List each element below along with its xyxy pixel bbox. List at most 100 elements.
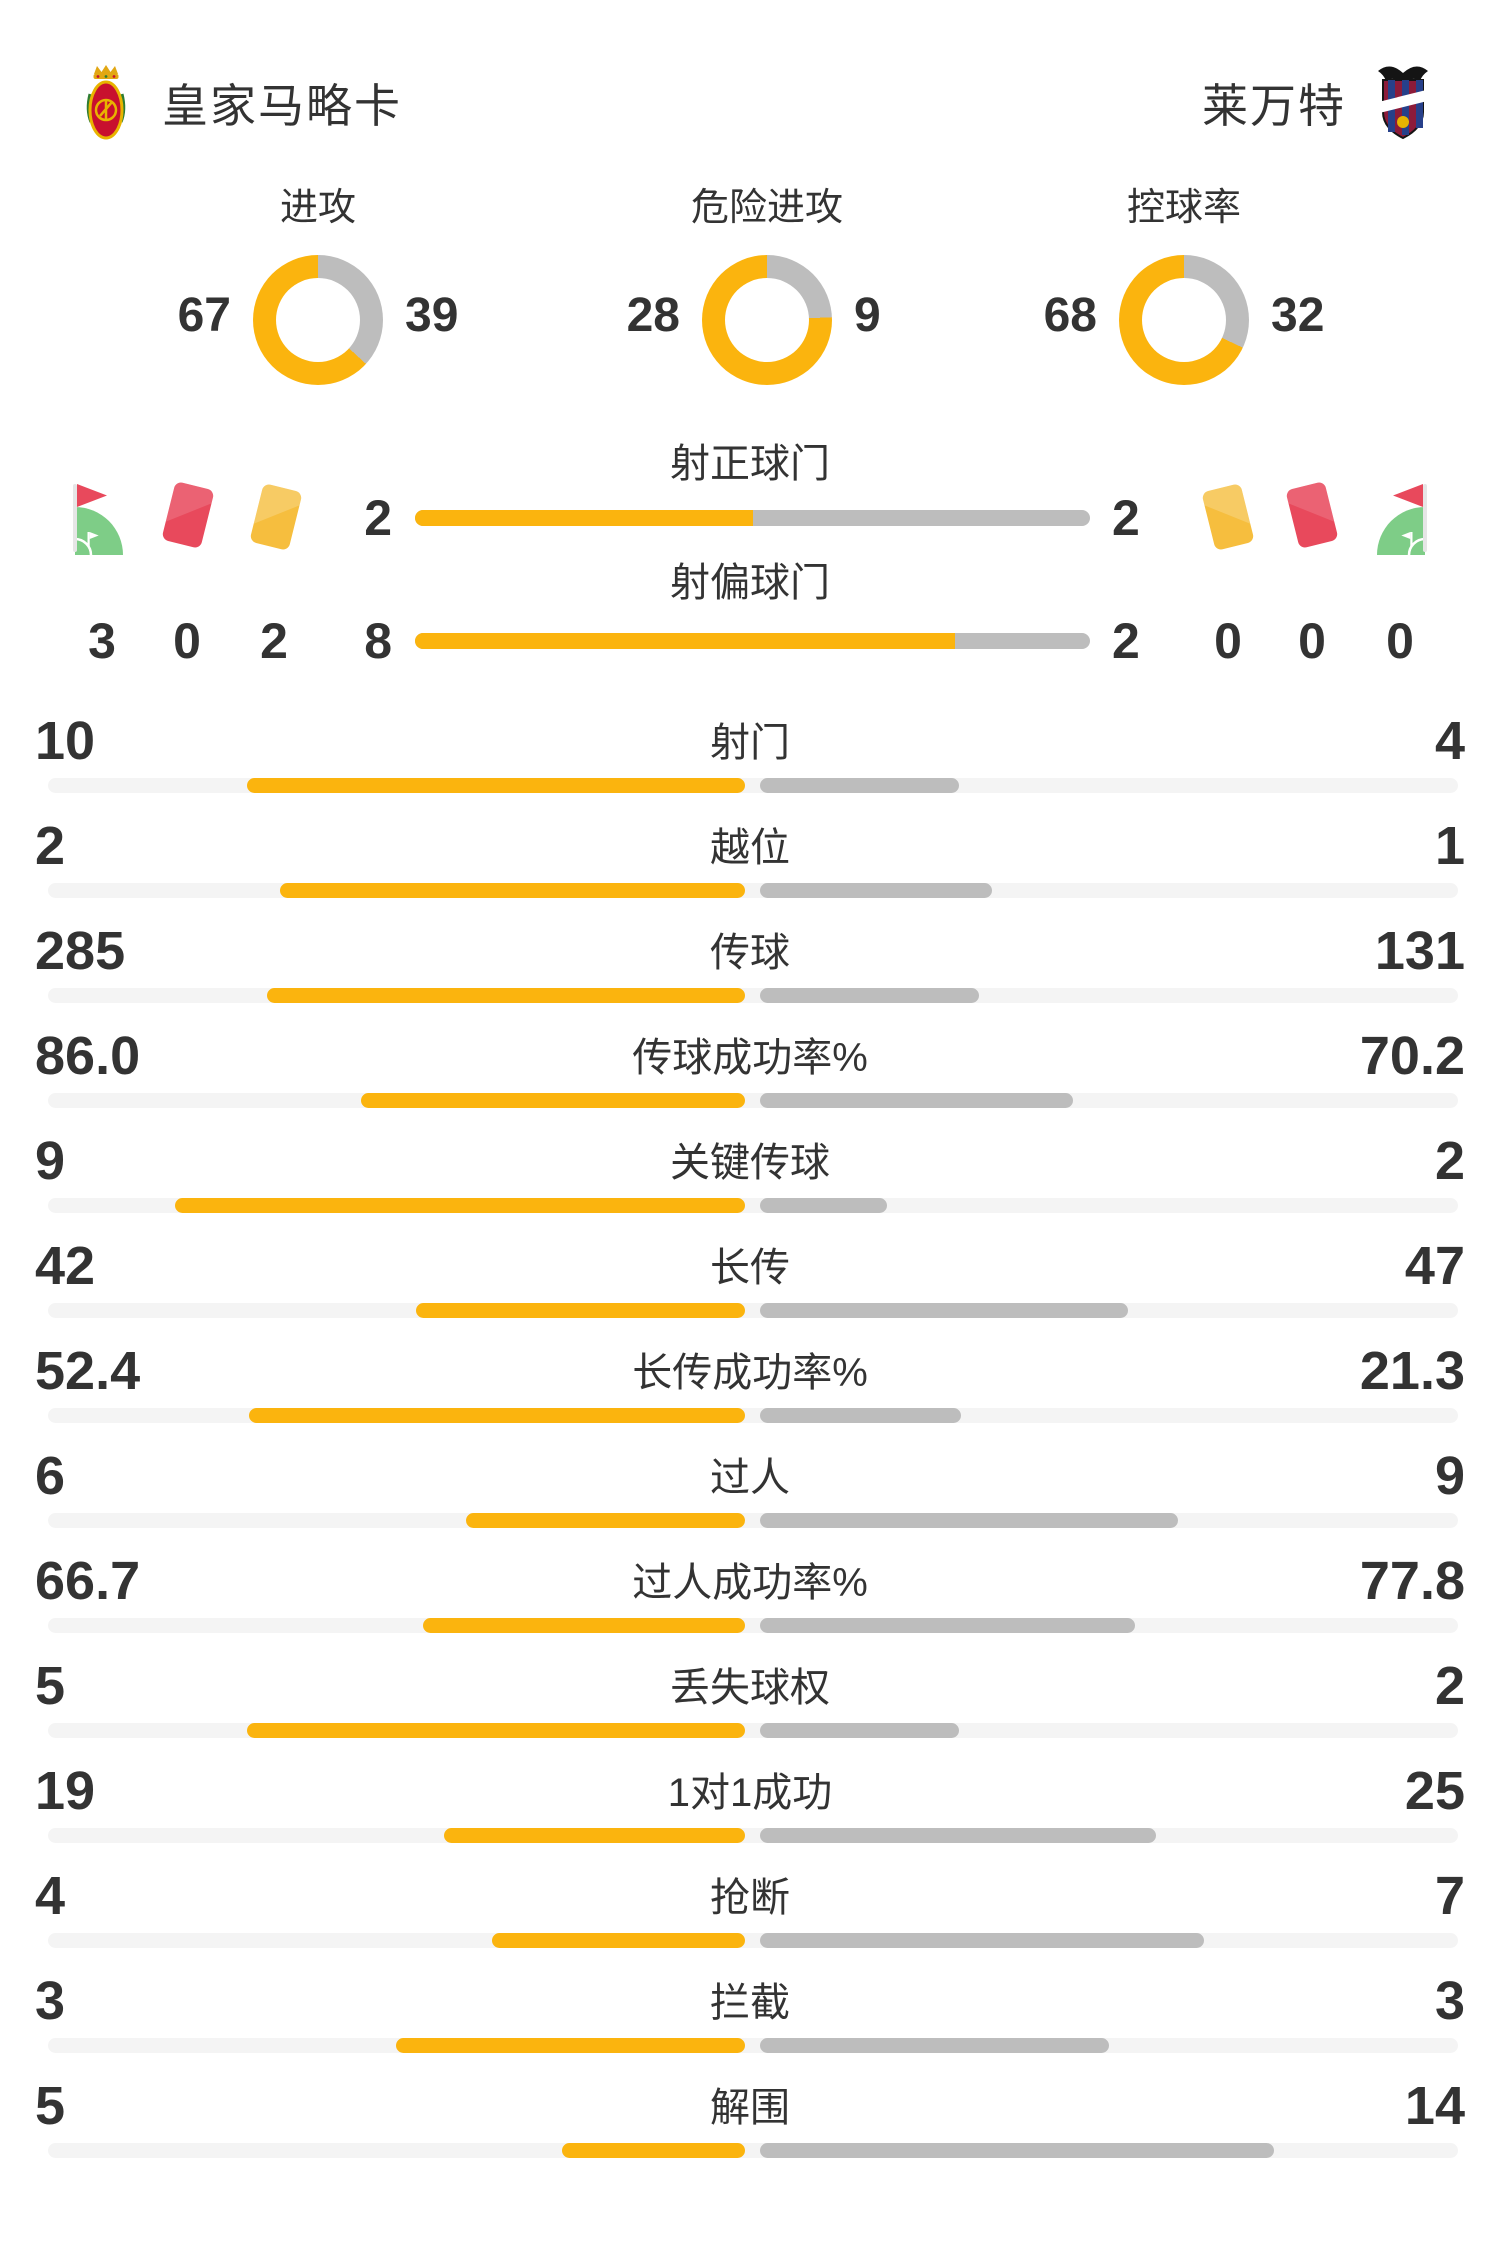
stat-row: 3 拦截 3 (0, 1972, 1500, 2077)
stat-home-value: 9 (35, 1131, 66, 1191)
shots-on-target-bar (415, 510, 1090, 526)
stat-home-value: 4 (35, 1866, 66, 1926)
stat-bar-track (48, 1303, 1458, 1318)
shots-off-target-bar-home (415, 633, 955, 649)
donut-hole (725, 278, 809, 362)
stat-bar-away (760, 1933, 1204, 1948)
donut-home-value: 68 (1043, 289, 1097, 342)
stat-bar-track (48, 1513, 1458, 1528)
stat-bar-track (48, 2143, 1458, 2158)
stat-row: 2 越位 1 (0, 817, 1500, 922)
stat-row: 86.0 传球成功率% 70.2 (0, 1027, 1500, 1132)
home-team-header: 皇家马略卡 (84, 64, 402, 142)
donut-away-value: 39 (405, 289, 459, 342)
donut-chart: 危险进攻 28 9 (597, 185, 937, 395)
stat-bar-track (48, 1198, 1458, 1213)
stat-bar-away (760, 2143, 1274, 2158)
stat-label: 射门 (710, 721, 790, 765)
stat-home-value: 5 (35, 2076, 66, 2136)
home-corners-count: 3 (88, 613, 116, 669)
stat-bar-away (760, 988, 979, 1003)
stat-row: 5 解围 14 (0, 2077, 1500, 2182)
stat-bar-away (760, 1093, 1073, 1108)
stat-bar-track (48, 1828, 1458, 1843)
stat-away-value: 3 (1434, 1971, 1465, 2031)
stat-row: 10 射门 4 (0, 712, 1500, 817)
stat-label: 越位 (710, 826, 790, 870)
stat-bar-away (760, 778, 959, 793)
stat-bar-home (416, 1303, 745, 1318)
stat-home-value: 52.4 (35, 1341, 141, 1401)
home-yellow-cards-count: 2 (260, 613, 288, 669)
stat-row: 6 过人 9 (0, 1447, 1500, 1552)
stat-bar-home (247, 778, 745, 793)
stat-home-value: 66.7 (35, 1551, 141, 1611)
stat-home-value: 86.0 (35, 1026, 141, 1086)
stat-bar-home (423, 1618, 745, 1633)
stat-label: 1对1成功 (667, 1771, 833, 1815)
stat-row: 19 1对1成功 25 (0, 1762, 1500, 1867)
shots-on-target-home-value: 2 (364, 490, 392, 546)
donut-title: 危险进攻 (690, 187, 843, 229)
stat-row: 5 丢失球权 2 (0, 1657, 1500, 1762)
donut-charts-section: 进攻 67 39 危险进攻 28 9 控球率 68 32 (0, 185, 1500, 395)
away-yellow-cards-count: 0 (1214, 613, 1242, 669)
shots-on-target-away-value: 2 (1112, 490, 1140, 546)
stat-home-value: 6 (35, 1446, 66, 1506)
stat-row: 42 长传 47 (0, 1237, 1500, 1342)
stat-bar-home (249, 1408, 745, 1423)
home-team-logo (86, 65, 126, 140)
stat-label: 丢失球权 (670, 1666, 830, 1710)
stat-bar-track (48, 1618, 1458, 1633)
stat-bar-away (760, 883, 992, 898)
stat-bar-track (48, 883, 1458, 898)
stat-home-value: 2 (35, 816, 66, 876)
shots-off-target-away-value: 2 (1112, 613, 1140, 669)
donut-title: 控球率 (1126, 187, 1241, 229)
stat-away-value: 70.2 (1359, 1026, 1465, 1086)
home-team-name: 皇家马略卡 (162, 80, 402, 132)
away-team-logo (1376, 66, 1430, 140)
stat-away-value: 9 (1434, 1446, 1465, 1506)
home-yellow-card-icon (250, 484, 302, 550)
stat-bar-home (361, 1093, 745, 1108)
away-yellow-card-icon (1202, 484, 1254, 550)
stat-away-value: 7 (1434, 1866, 1465, 1926)
stat-away-value: 1 (1434, 816, 1465, 876)
stat-bar-track (48, 1723, 1458, 1738)
shots-off-target-bar (415, 633, 1090, 649)
donut-hole (1142, 278, 1226, 362)
stat-bar-home (466, 1513, 745, 1528)
stat-bar-home (562, 2143, 745, 2158)
home-red-card-icon (162, 482, 214, 548)
stat-bar-away (760, 1723, 959, 1738)
away-corner-flag-icon (1377, 484, 1427, 555)
stat-label: 过人 (710, 1456, 790, 1500)
stat-label: 过人成功率% (632, 1561, 868, 1605)
stat-bar-away (760, 1408, 961, 1423)
stat-home-value: 10 (35, 711, 96, 771)
donut-home-value: 67 (177, 289, 231, 342)
donut-away-value: 32 (1271, 289, 1325, 342)
stat-label: 抢断 (710, 1876, 790, 1920)
stat-bar-away (760, 2038, 1109, 2053)
stat-bar-away (760, 1828, 1156, 1843)
stat-bar-track (48, 1093, 1458, 1108)
stat-row: 66.7 过人成功率% 77.8 (0, 1552, 1500, 1657)
stat-bar-away (760, 1513, 1178, 1528)
donut-hole (276, 278, 360, 362)
donut-chart: 控球率 68 32 (1014, 185, 1354, 395)
stat-away-value: 25 (1404, 1761, 1465, 1821)
donut-ring (253, 255, 383, 385)
stat-row: 4 抢断 7 (0, 1867, 1500, 1972)
stat-label: 传球成功率% (632, 1036, 868, 1080)
stat-label: 解围 (710, 2086, 790, 2130)
stat-home-value: 3 (35, 1971, 66, 2031)
stat-label: 长传 (710, 1246, 790, 1290)
shots-on-target-label: 射正球门 (670, 442, 830, 486)
stat-away-value: 4 (1434, 711, 1465, 771)
stat-label: 关键传球 (670, 1141, 830, 1185)
donut-chart: 进攻 67 39 (148, 185, 488, 395)
stat-away-value: 131 (1374, 921, 1465, 981)
